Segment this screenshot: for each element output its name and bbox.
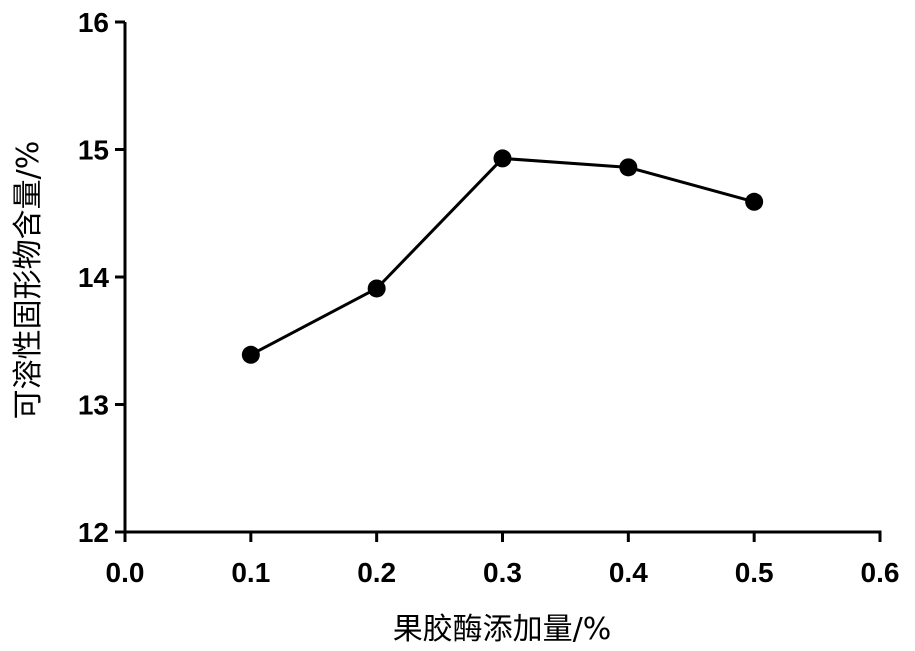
data-point xyxy=(619,158,638,177)
y-ticks: 12 13 14 15 16 xyxy=(78,7,125,548)
y-tick-label: 16 xyxy=(78,7,109,38)
x-tick-label: 0.2 xyxy=(357,557,396,588)
data-point xyxy=(745,192,764,211)
x-tick-label: 0.6 xyxy=(861,557,900,588)
x-ticks: 0.0 0.1 0.2 0.3 0.4 0.5 0.6 xyxy=(106,532,900,588)
x-tick-label: 0.4 xyxy=(609,557,648,588)
data-point xyxy=(493,149,512,168)
y-tick-label: 14 xyxy=(78,262,110,293)
y-tick-label: 13 xyxy=(78,390,109,421)
y-axis-title: 可溶性固形物含量/% xyxy=(11,141,46,420)
x-tick-label: 0.0 xyxy=(106,557,145,588)
x-tick-label: 0.1 xyxy=(231,557,270,588)
x-tick-label: 0.5 xyxy=(735,557,774,588)
series-layer xyxy=(241,149,764,364)
x-axis-title: 果胶酶添加量/% xyxy=(393,612,612,647)
data-point xyxy=(367,279,386,298)
y-tick-label: 12 xyxy=(78,517,109,548)
y-tick-label: 15 xyxy=(78,135,109,166)
series-line xyxy=(250,156,755,357)
x-tick-label: 0.3 xyxy=(483,557,522,588)
data-point xyxy=(241,345,260,364)
axes xyxy=(115,22,882,542)
